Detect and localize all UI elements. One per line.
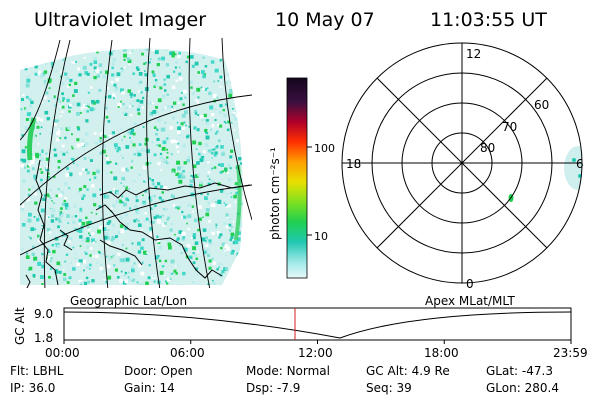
mlat-label-70: 70	[502, 120, 517, 134]
time-tick-2359: 23:59	[553, 346, 588, 360]
colorbar-gradient	[286, 77, 308, 279]
lat-lon-grid	[20, 37, 252, 288]
status-glat: GLat: -47.3	[486, 364, 553, 378]
time-tick-1800: 18:00	[424, 346, 459, 360]
status-ip: IP: 36.0	[10, 381, 56, 395]
altitude-tick-top: 9.0	[34, 307, 53, 321]
mlt-label-0: 0	[466, 277, 474, 291]
colorbar-unit-label: photon cm⁻²s⁻¹	[268, 147, 282, 240]
mlt-label-18: 18	[346, 157, 361, 171]
geographic-image-panel	[20, 37, 252, 288]
time-tick-1200: 12:00	[298, 346, 333, 360]
status-dsp: Dsp: -7.9	[246, 381, 301, 395]
mlt-label-12: 12	[466, 47, 481, 61]
polar-mlt-plot: 12 0 18 6 80 70 60	[341, 42, 584, 291]
image-date: 10 May 07	[275, 9, 375, 31]
status-gain: Gain: 14	[124, 381, 175, 395]
altitude-strip: GC Alt 9.0 1.8 00:00 06:00 12:00 18:00 2…	[13, 307, 588, 360]
altitude-axis-title: GC Alt	[13, 307, 27, 345]
limb-emission-arc	[27, 117, 37, 161]
status-seq: Seq: 39	[366, 381, 412, 395]
altitude-strip-frame	[63, 307, 572, 341]
colorbar: 100 10 photon cm⁻²s⁻¹	[268, 77, 335, 279]
limb-emission-arc-right	[234, 164, 242, 241]
altitude-tick-bottom: 1.8	[34, 331, 53, 345]
colorbar-tick-10: 10	[314, 230, 328, 243]
mlat-label-80: 80	[480, 141, 495, 155]
geographic-panel-label: Geographic Lat/Lon	[70, 294, 187, 308]
status-door: Door: Open	[124, 364, 193, 378]
status-mode: Mode: Normal	[246, 364, 330, 378]
colorbar-tick-100: 100	[314, 142, 335, 155]
instrument-title: Ultraviolet Imager	[34, 9, 206, 31]
altitude-curve	[63, 311, 572, 339]
mlt-label-6: 6	[576, 157, 584, 171]
status-filter: Flt: LBHL	[10, 364, 64, 378]
time-tick-0600: 06:00	[170, 346, 205, 360]
time-tick-0000: 00:00	[45, 346, 80, 360]
status-glon: GLon: 280.4	[486, 381, 559, 395]
polar-emission-patch	[564, 146, 582, 190]
coastlines	[25, 159, 251, 288]
status-gc-alt: GC Alt: 4.9 Re	[366, 364, 450, 378]
mlat-label-60: 60	[534, 98, 549, 112]
image-time: 11:03:55 UT	[430, 9, 547, 31]
magnetic-panel-label: Apex MLat/MLT	[425, 294, 515, 308]
auroral-emission-disk	[20, 48, 243, 285]
